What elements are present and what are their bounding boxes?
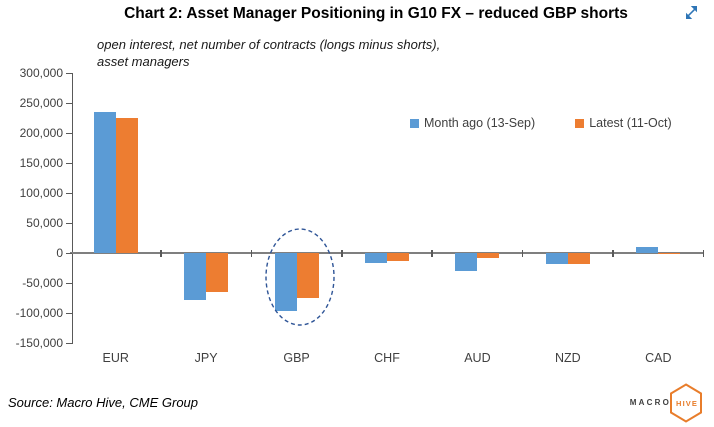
- chart-subtitle: open interest, net number of contracts (…: [97, 37, 440, 70]
- expand-icon[interactable]: [682, 3, 701, 22]
- bar-jpy-latest: [206, 253, 229, 293]
- legend: Month ago (13-Sep) Latest (11-Oct): [410, 116, 672, 130]
- y-tick-mark: [66, 282, 72, 284]
- x-axis-tick: [160, 249, 162, 257]
- y-tick-mark: [66, 342, 72, 344]
- legend-swatch-icon: [575, 118, 585, 128]
- y-tick-mark: [66, 252, 72, 254]
- category-label-gbp: GBP: [283, 351, 310, 365]
- x-axis-tick: [521, 249, 524, 257]
- y-tick-label: 0: [56, 246, 63, 261]
- y-tick-mark: [66, 312, 72, 314]
- bar-gbp-month-ago: [274, 253, 297, 311]
- bar-nzd-latest: [567, 253, 590, 265]
- highlight-ellipse-gbp: [264, 228, 335, 326]
- category-label-aud: AUD: [464, 351, 491, 365]
- x-axis-zero-line: [70, 252, 704, 255]
- x-axis-tick: [431, 249, 433, 257]
- y-axis-line: [72, 73, 74, 344]
- y-tick-label: 150,000: [19, 156, 63, 171]
- bar-eur-latest: [115, 118, 138, 254]
- bar-cad-latest: [658, 253, 681, 255]
- bar-cad-month-ago: [636, 246, 659, 254]
- category-label-eur: EUR: [102, 351, 129, 365]
- category-label-cad: CAD: [645, 351, 672, 365]
- x-axis-tick: [250, 249, 253, 257]
- category-label-nzd: NZD: [555, 351, 581, 365]
- subtitle-line-1: open interest, net number of contracts (…: [97, 37, 441, 52]
- y-tick-label: 200,000: [19, 126, 63, 141]
- macrohive-logo: MACRO HIVE: [604, 383, 704, 425]
- bar-aud-latest: [477, 253, 500, 259]
- y-tick-mark: [66, 132, 72, 134]
- y-tick-mark: [66, 222, 72, 224]
- logo-hexagon-icon: HIVE: [670, 383, 702, 423]
- y-tick-mark: [66, 192, 72, 194]
- y-tick-label: 50,000: [26, 216, 63, 231]
- category-label-chf: CHF: [374, 351, 400, 365]
- bar-gbp-latest: [296, 253, 319, 298]
- x-axis-tick: [612, 249, 614, 257]
- y-tick-label: -50,000: [22, 276, 63, 291]
- subtitle-line-2: asset managers: [97, 53, 190, 69]
- bar-jpy-month-ago: [184, 253, 207, 301]
- y-tick-label: -150,000: [15, 336, 63, 351]
- y-tick-label: 250,000: [19, 96, 63, 111]
- logo-text-macro: MACRO: [629, 398, 671, 407]
- source-note: Source: Macro Hive, CME Group: [8, 395, 199, 410]
- legend-item: Latest (11-Oct): [575, 116, 672, 130]
- x-axis-tick: [341, 249, 343, 257]
- bar-aud-month-ago: [455, 253, 478, 271]
- y-tick-mark: [66, 162, 72, 164]
- bar-nzd-month-ago: [545, 253, 568, 265]
- bar-chf-latest: [387, 253, 409, 262]
- y-tick-label: 300,000: [19, 66, 63, 81]
- y-tick-mark: [66, 72, 72, 74]
- chart-title: Chart 2: Asset Manager Positioning in G1…: [124, 5, 628, 22]
- legend-label: Month ago (13-Sep): [424, 116, 536, 130]
- y-tick-mark: [66, 102, 72, 104]
- legend-item: Month ago (13-Sep): [410, 116, 535, 130]
- y-tick-label: -100,000: [15, 306, 63, 321]
- x-axis-tick: [702, 249, 705, 257]
- legend-label: Latest (11-Oct): [589, 116, 672, 130]
- logo-text-hive: HIVE: [676, 399, 698, 408]
- bar-chf-month-ago: [365, 253, 387, 263]
- y-tick-label: 100,000: [19, 186, 63, 201]
- bar-eur-month-ago: [93, 112, 116, 254]
- legend-swatch-icon: [410, 118, 419, 128]
- category-label-jpy: JPY: [194, 351, 218, 365]
